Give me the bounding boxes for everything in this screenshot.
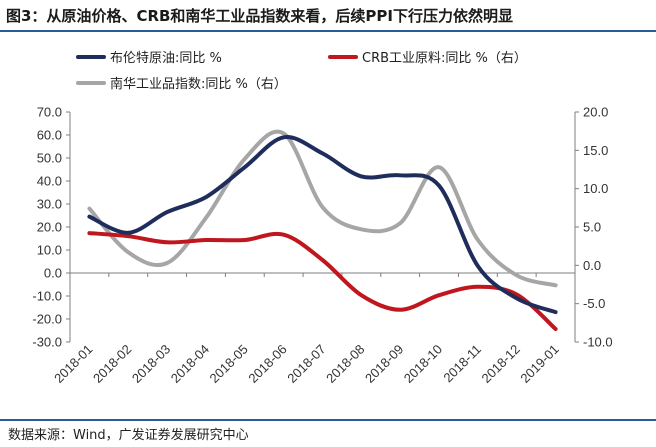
source-divider (0, 419, 656, 421)
left-tick-label: 0.0 (44, 266, 62, 281)
x-tick-label: 2019-01 (517, 342, 561, 386)
legend-item-nanhua-label: 南华工业品指数:同比 %（右） (110, 76, 287, 92)
x-tick-label: 2018-10 (401, 342, 445, 386)
left-tick-label: 40.0 (37, 174, 62, 189)
x-tick-label: 2018-12 (479, 342, 523, 386)
left-tick-label: -30.0 (32, 335, 62, 350)
left-tick-label: 50.0 (37, 151, 62, 166)
x-tick-label: 2018-06 (245, 342, 289, 386)
left-tick-label: 20.0 (37, 220, 62, 235)
left-tick-label: 30.0 (37, 197, 62, 212)
left-tick-label: 10.0 (37, 243, 62, 258)
right-tick-label: 0.0 (583, 258, 601, 273)
chart-title: 图3：从原油价格、CRB和南华工业品指数来看，后续PPI下行压力依然明显 (6, 7, 514, 25)
right-tick-label: -10.0 (583, 335, 613, 350)
x-tick-label: 2018-08 (323, 342, 367, 386)
series-line-brent (87, 135, 558, 315)
left-tick-label: -20.0 (32, 312, 62, 327)
left-tick-label: -10.0 (32, 289, 62, 304)
legend-item-crb-label: CRB工业原料:同比 %（右） (362, 51, 527, 66)
x-tick-label: 2018-02 (90, 342, 134, 386)
x-tick-label: 2018-03 (129, 342, 173, 386)
legend-item-brent-label: 布伦特原油:同比 % (110, 51, 222, 66)
x-tick-label: 2018-04 (168, 342, 212, 386)
title-divider (0, 30, 656, 32)
x-tick-label: 2018-05 (207, 342, 251, 386)
right-tick-label: 20.0 (583, 105, 608, 120)
x-tick-label: 2018-07 (284, 342, 328, 386)
left-tick-label: 60.0 (37, 128, 62, 143)
right-tick-label: 15.0 (583, 143, 608, 158)
x-tick-label: 2018-09 (362, 342, 406, 386)
line-chart: 70.0 60.0 50.0 40.0 30.0 20.0 10.0 0.0 -10.0 -20.… (32, 51, 613, 386)
series-line-nanhua (87, 129, 558, 288)
series-line-crb (87, 231, 558, 331)
right-tick-label: -5.0 (583, 296, 605, 311)
source-note: 数据来源：Wind，广发证券发展研究中心 (8, 428, 249, 443)
left-tick-label: 70.0 (37, 105, 62, 120)
x-tick-label: 2018-11 (440, 342, 484, 386)
right-tick-label: 5.0 (583, 220, 601, 235)
right-tick-label: 10.0 (583, 181, 608, 196)
